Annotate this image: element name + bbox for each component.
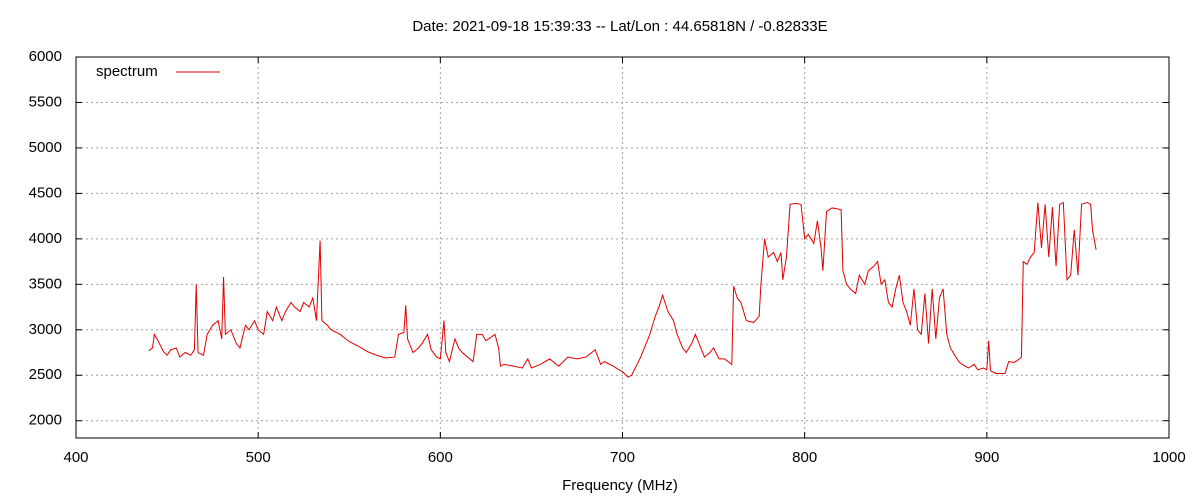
x-tick-label: 800	[792, 449, 817, 466]
x-tick-label: 1000	[1152, 449, 1185, 466]
y-tick-label: 3500	[29, 275, 62, 292]
y-tick-label: 4000	[29, 230, 62, 247]
y-tick-label: 2000	[29, 412, 62, 429]
legend-label: spectrum	[96, 63, 158, 80]
y-tick-label: 2500	[29, 366, 62, 383]
x-tick-label: 500	[246, 449, 271, 466]
data-line	[148, 201, 1097, 378]
y-tick-label: 6000	[29, 48, 62, 65]
x-tick-label: 400	[63, 449, 88, 466]
x-tick-label: 600	[428, 449, 453, 466]
x-tick-label: 900	[974, 449, 999, 466]
y-tick-label: 5500	[29, 93, 62, 110]
y-tick-label: 3000	[29, 321, 62, 338]
y-tick-label: 4500	[29, 184, 62, 201]
x-axis-label: Frequency (MHz)	[562, 477, 678, 494]
y-tick-label: 5000	[29, 139, 62, 156]
chart-title: Date: 2021-09-18 15:39:33 -- Lat/Lon : 4…	[412, 18, 827, 35]
x-tick-label: 700	[610, 449, 635, 466]
plot-frame	[75, 56, 1170, 439]
